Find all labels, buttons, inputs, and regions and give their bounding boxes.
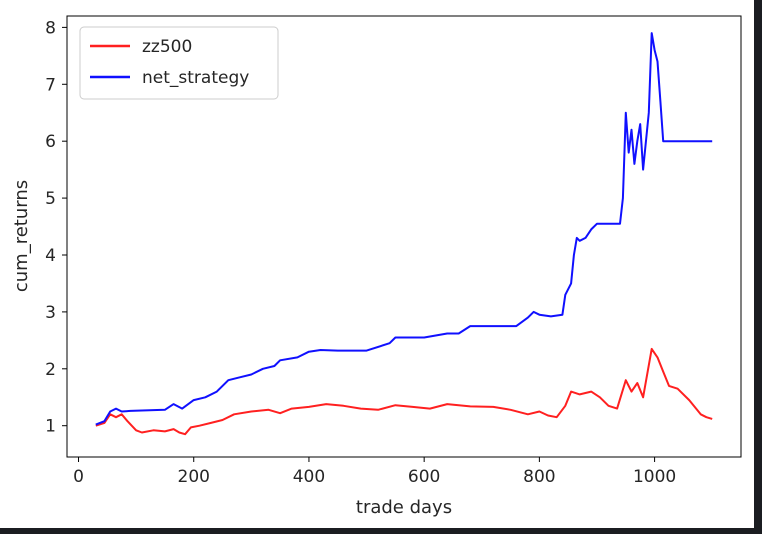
- x-axis: 0 200 400 600 800 1000: [73, 457, 676, 487]
- legend-label-zz500: zz500: [142, 37, 192, 57]
- y-tick-label: 5: [45, 189, 56, 209]
- series-lines: [95, 32, 713, 436]
- line-chart: 0 200 400 600 800 1000 1 2 3 4 5 6 7 8 trade days cu…: [11, 15, 742, 518]
- y-axis-label: cum_returns: [11, 180, 32, 292]
- y-tick-label: 6: [45, 132, 56, 152]
- y-tick-label: 1: [45, 417, 56, 437]
- y-tick-label: 3: [45, 303, 56, 323]
- x-tick-label: 1000: [633, 467, 676, 487]
- legend: zz500 net_strategy: [79, 26, 279, 100]
- x-tick-label: 0: [73, 467, 84, 487]
- plot-area-frame: [66, 15, 742, 458]
- series-line-net-strategy: [95, 32, 713, 426]
- series-line-zz500: [95, 347, 713, 436]
- y-axis: 1 2 3 4 5 6 7 8: [45, 18, 67, 437]
- x-tick-label: 800: [523, 467, 555, 487]
- x-tick-label: 400: [293, 467, 325, 487]
- figure-background: 0 200 400 600 800 1000 1 2 3 4 5 6 7 8 trade days cu…: [0, 0, 754, 528]
- legend-label-net-strategy: net_strategy: [142, 68, 249, 88]
- y-tick-label: 8: [45, 18, 56, 38]
- y-tick-label: 7: [45, 75, 56, 95]
- y-tick-label: 4: [45, 246, 56, 266]
- x-tick-label: 600: [408, 467, 440, 487]
- x-axis-label: trade days: [356, 497, 452, 518]
- x-tick-label: 200: [178, 467, 210, 487]
- y-tick-label: 2: [45, 360, 56, 380]
